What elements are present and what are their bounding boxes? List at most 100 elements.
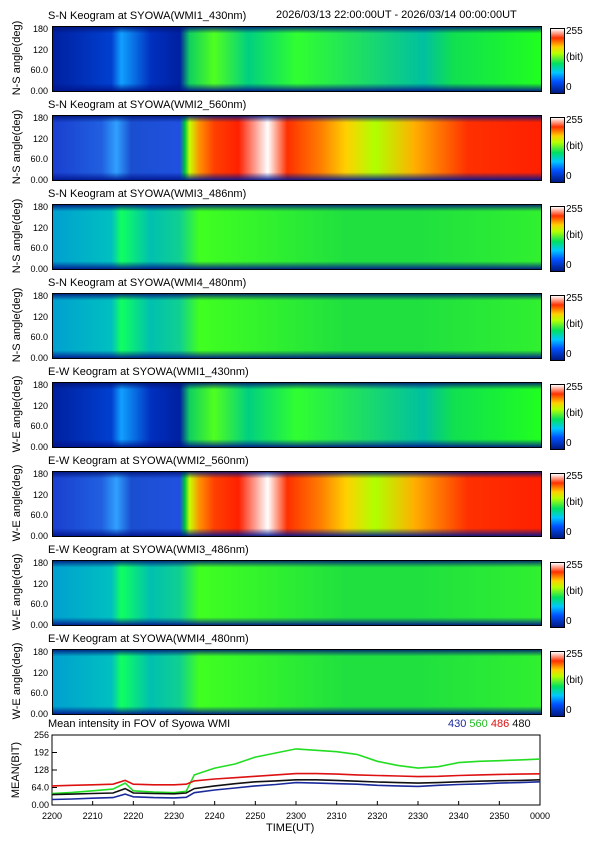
keogram-image [52,560,542,626]
angle-tick-label: 60.0 [30,154,48,164]
x-tick-label: 2310 [327,811,347,821]
y-tick-label: 192 [34,748,49,758]
x-tick-label: 2250 [245,811,265,821]
mean-y-axis-label: MEAN(BIT) [10,741,22,799]
time-range-header: 2026/03/13 22:00:00UT - 2026/03/14 00:00… [276,9,517,21]
keogram-image [52,115,542,181]
chart-title: Mean intensity in FOV of Syowa WMI [48,718,231,730]
y-tick-label: 64.0 [31,783,49,793]
colorbar [550,562,565,628]
angle-tick-label: 180 [32,113,48,123]
angle-tick-label: 180 [32,380,48,390]
legend-560: 560 [469,718,488,730]
panel-title: E-W Keogram at SYOWA(WMI1_430nm) [48,366,249,378]
colorbar-unit-label: (bit) [566,52,584,63]
angle-tick-label: 120 [32,578,48,589]
series-line-430 [51,781,541,801]
x-tick-label: 2240 [205,811,225,821]
colorbar-min-label: 0 [566,171,572,182]
colorbar [550,295,565,361]
x-tick-label: 2210 [83,811,103,821]
angle-tick-label: 180 [32,202,48,212]
panel-title: E-W Keogram at SYOWA(WMI4_480nm) [48,633,249,645]
angle-tick-label: 180 [32,558,48,568]
x-tick-label: 2230 [164,811,184,821]
series-line-486 [51,772,541,787]
colorbar-min-label: 0 [566,349,572,360]
angle-tick-label: 0.00 [30,263,48,274]
colorbar-min-label: 0 [566,438,572,449]
angle-tick-label: 180 [32,469,48,479]
x-tick-label: 2200 [42,811,62,821]
angle-tick-label: 120 [32,400,48,411]
colorbar-max-label: 255 [566,26,583,37]
colorbar-max-label: 255 [566,471,583,482]
x-tick-label: 2300 [286,811,306,821]
panel-title: S-N Keogram at SYOWA(WMI4_480nm) [48,277,247,289]
series-line-560 [51,748,541,795]
keogram-image [52,204,542,270]
colorbar-unit-label: (bit) [566,230,584,241]
legend-486: 486 [490,718,510,730]
colorbar-min-label: 0 [566,82,572,93]
colorbar-max-label: 255 [566,293,583,304]
angle-tick-label: 0.00 [30,619,48,630]
angle-tick-label: 120 [32,311,48,322]
panel-title: E-W Keogram at SYOWA(WMI3_486nm) [48,544,249,556]
keogram-image [52,649,542,715]
colorbar-min-label: 0 [566,260,572,271]
angle-tick-label: 120 [32,133,48,144]
colorbar-min-label: 0 [566,527,572,538]
y-tick-label: 256 [34,730,49,740]
colorbar [550,651,565,717]
colorbar-unit-label: (bit) [566,408,584,419]
angle-tick-label: 180 [32,24,48,34]
angle-tick-label: 120 [32,222,48,233]
panel-title: S-N Keogram at SYOWA(WMI2_560nm) [48,99,247,111]
plot-frame [51,734,541,806]
colorbar [550,384,565,450]
colorbar-min-label: 0 [566,616,572,627]
angle-tick-label: 60.0 [30,421,48,431]
colorbar-unit-label: (bit) [566,586,584,597]
angle-tick-label: 120 [32,667,48,678]
angle-tick-label: 0.00 [30,441,48,452]
keogram-image [52,26,542,92]
legend: 430 560 486 480 [448,718,531,730]
x-tick-label: 2340 [449,811,469,821]
colorbar-max-label: 255 [566,649,583,660]
colorbar [550,117,565,183]
colorbar-unit-label: (bit) [566,675,584,686]
angle-tick-label: 0.00 [30,174,48,185]
angle-tick-label: 0.00 [30,708,48,719]
x-axis-label: TIME(UT) [266,822,315,834]
colorbar-unit-label: (bit) [566,141,584,152]
angle-tick-label: 0.00 [30,352,48,363]
colorbar-unit-label: (bit) [566,497,584,508]
x-tick-label: 0000 [530,811,550,821]
angle-tick-label: 60.0 [30,599,48,609]
angle-tick-label: 60.0 [30,332,48,342]
keogram-image [52,382,542,448]
panel-title: S-N Keogram at SYOWA(WMI1_430nm) [48,10,247,22]
x-tick-label: 2220 [123,811,143,821]
keogram-image [52,293,542,359]
y-tick-label: 0.00 [31,800,49,810]
angle-tick-label: 120 [32,489,48,500]
panel-title: E-W Keogram at SYOWA(WMI2_560nm) [48,455,249,467]
angle-tick-label: 0.00 [30,530,48,541]
angle-tick-label: 60.0 [30,65,48,75]
colorbar [550,473,565,539]
angle-tick-label: 60.0 [30,688,48,698]
panel-title: S-N Keogram at SYOWA(WMI3_486nm) [48,188,247,200]
y-tick-label: 128 [34,765,49,775]
colorbar [550,28,565,94]
angle-tick-label: 0.00 [30,85,48,96]
angle-tick-label: 60.0 [30,510,48,520]
legend-430: 430 [448,718,467,730]
colorbar [550,206,565,272]
angle-tick-label: 180 [32,291,48,301]
colorbar-max-label: 255 [566,115,583,126]
colorbar-max-label: 255 [566,382,583,393]
x-tick-label: 2320 [367,811,387,821]
